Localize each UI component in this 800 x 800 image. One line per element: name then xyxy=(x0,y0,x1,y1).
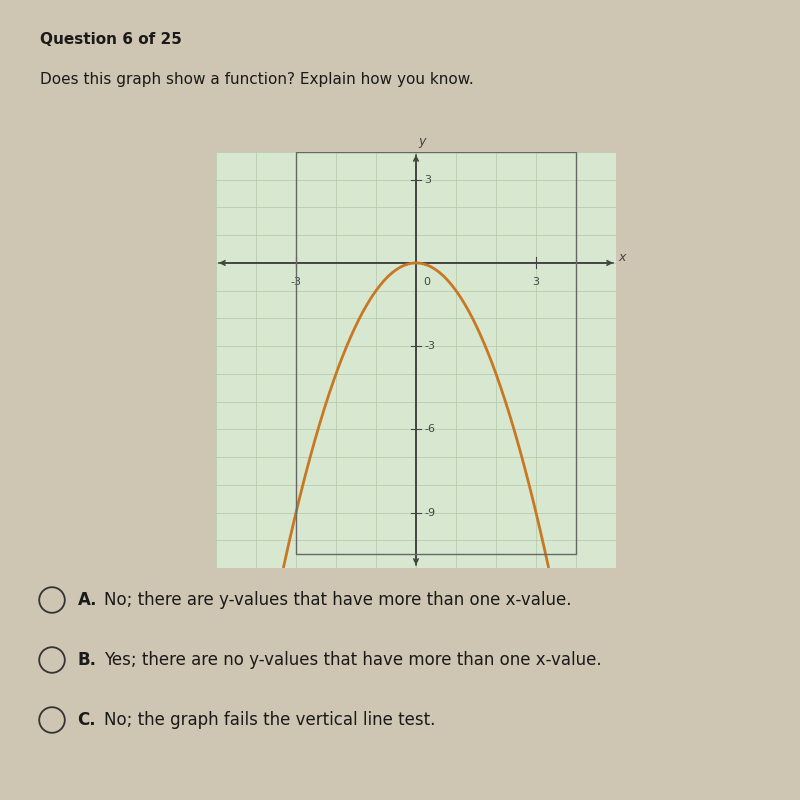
Text: y: y xyxy=(418,135,426,148)
Text: A.: A. xyxy=(78,591,97,609)
Bar xyxy=(296,152,576,554)
Text: Yes; there are no y-values that have more than one x-value.: Yes; there are no y-values that have mor… xyxy=(104,651,602,669)
Text: 0: 0 xyxy=(423,277,430,287)
Text: 3: 3 xyxy=(424,174,431,185)
Text: Does this graph show a function? Explain how you know.: Does this graph show a function? Explain… xyxy=(40,72,474,87)
Text: -9: -9 xyxy=(424,507,435,518)
Text: -6: -6 xyxy=(424,424,435,434)
Text: B.: B. xyxy=(78,651,97,669)
Text: C.: C. xyxy=(78,711,96,729)
Text: -3: -3 xyxy=(290,277,302,287)
Text: No; there are y-values that have more than one x-value.: No; there are y-values that have more th… xyxy=(104,591,571,609)
Text: 3: 3 xyxy=(533,277,539,287)
Text: No; the graph fails the vertical line test.: No; the graph fails the vertical line te… xyxy=(104,711,435,729)
Text: -3: -3 xyxy=(424,341,435,351)
Text: Question 6 of 25: Question 6 of 25 xyxy=(40,32,182,47)
Text: x: x xyxy=(618,251,626,264)
